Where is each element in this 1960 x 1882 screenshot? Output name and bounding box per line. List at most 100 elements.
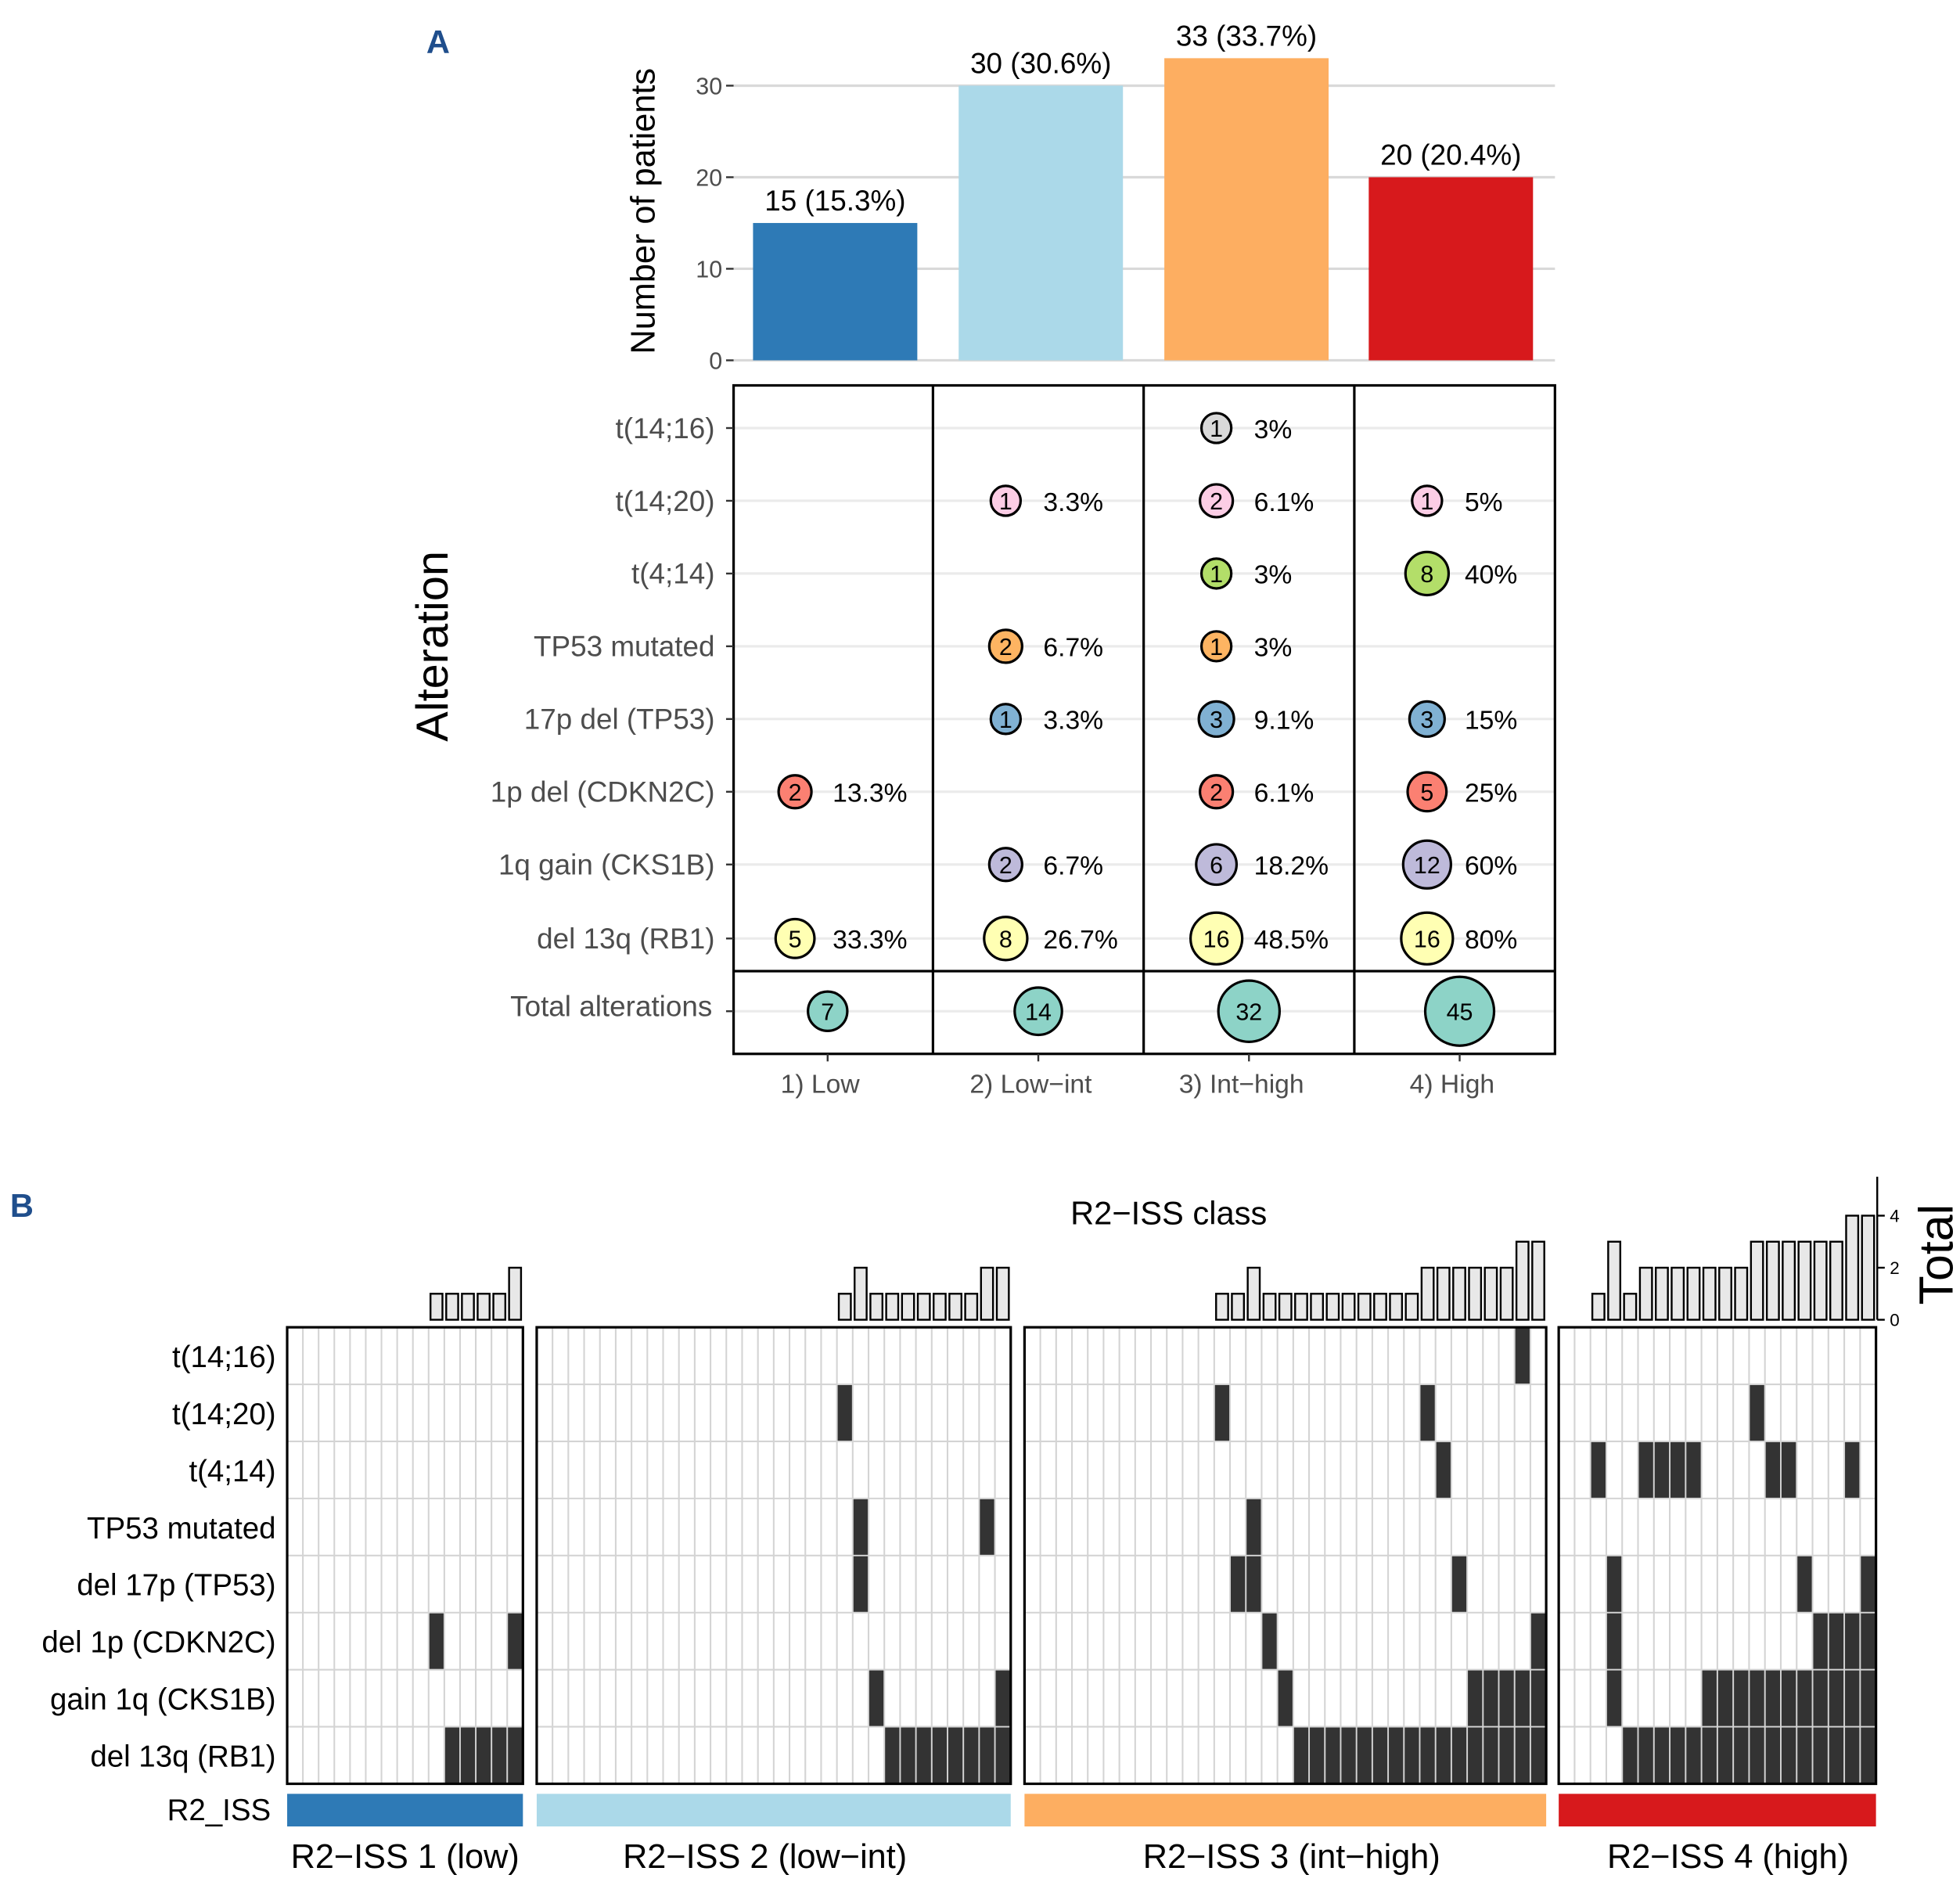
bubble-count: 8 bbox=[1420, 561, 1433, 588]
altered-cell bbox=[1813, 1613, 1828, 1669]
bubble: 5 25% bbox=[1406, 771, 1517, 813]
group-block: R2−ISS 2 (low−int) bbox=[535, 1266, 1012, 1876]
total-bar bbox=[1686, 1266, 1701, 1321]
altered-cell bbox=[1278, 1670, 1293, 1726]
total-bar bbox=[916, 1293, 931, 1321]
bubble-count: 3 bbox=[1420, 707, 1433, 733]
bubble: 8 26.7% bbox=[983, 916, 1118, 962]
altered-cell bbox=[1606, 1556, 1622, 1612]
bubble-percent: 40% bbox=[1465, 561, 1517, 590]
altered-cell bbox=[1530, 1670, 1546, 1726]
altered-cell bbox=[460, 1727, 476, 1783]
bubble: 2 6.7% bbox=[987, 628, 1103, 664]
bubble: 16 48.5% bbox=[1189, 911, 1329, 966]
row-label: t(4;14) bbox=[189, 1455, 275, 1488]
bubble: 12 60% bbox=[1401, 839, 1517, 890]
altered-cell bbox=[1781, 1441, 1796, 1498]
altered-cell bbox=[1623, 1727, 1638, 1783]
bubble-count: 1 bbox=[999, 488, 1012, 515]
altered-cell bbox=[1654, 1727, 1670, 1783]
bubble-circle bbox=[1411, 484, 1444, 517]
y-tick-label: 0 bbox=[709, 348, 722, 375]
row-label: del 1p (CDKN2C) bbox=[41, 1626, 275, 1660]
total-bubble-circle bbox=[1423, 975, 1496, 1047]
altered-cell bbox=[1845, 1441, 1860, 1498]
bubble-circle bbox=[1406, 771, 1448, 813]
altered-cell bbox=[1468, 1727, 1483, 1783]
row-label: t(14;20) bbox=[172, 1398, 276, 1431]
altered-cell bbox=[1734, 1670, 1749, 1726]
altered-cell bbox=[932, 1727, 948, 1783]
total-bar bbox=[964, 1293, 979, 1321]
group-block: R2−ISS 4 (high) bbox=[1557, 1214, 1878, 1876]
bubble-percent: 3.3% bbox=[1043, 707, 1103, 736]
bubble-circle bbox=[1199, 630, 1233, 663]
altered-cell bbox=[916, 1727, 931, 1783]
altered-cell bbox=[1483, 1727, 1498, 1783]
r2-iss-annotation-bar bbox=[536, 1794, 1011, 1826]
total-bar bbox=[980, 1266, 994, 1321]
panel-b-label: B bbox=[10, 1187, 34, 1224]
bubble-circle bbox=[1199, 774, 1235, 810]
bubble-circle bbox=[1199, 483, 1235, 519]
total-bar bbox=[1294, 1293, 1308, 1321]
altered-cell bbox=[1845, 1727, 1860, 1783]
altered-cell bbox=[1829, 1613, 1844, 1669]
total-row-label: Total alterations bbox=[510, 991, 712, 1023]
row-label: TP53 mutated bbox=[87, 1512, 276, 1546]
total-bar bbox=[1734, 1266, 1749, 1321]
bubble-percent: 15% bbox=[1465, 707, 1517, 736]
altered-cell bbox=[1389, 1727, 1404, 1783]
bubble: 2 6.1% bbox=[1199, 483, 1314, 519]
total-bubble-count: 14 bbox=[1025, 999, 1052, 1025]
altered-cell bbox=[1591, 1441, 1606, 1498]
altered-cell bbox=[1829, 1670, 1844, 1726]
altered-cell bbox=[901, 1727, 915, 1783]
annotation-label: R2_ISS bbox=[167, 1794, 272, 1827]
bar-data-label: 15 (15.3%) bbox=[764, 185, 905, 217]
total-bar bbox=[1591, 1293, 1606, 1321]
row-label: t(4;14) bbox=[631, 558, 715, 590]
altered-cell bbox=[1717, 1670, 1733, 1726]
x-tick-label: 1) Low bbox=[781, 1070, 861, 1099]
bubble: 2 13.3% bbox=[777, 774, 908, 810]
altered-cell bbox=[1750, 1385, 1764, 1441]
altered-cell bbox=[508, 1727, 523, 1783]
altered-cell bbox=[1861, 1556, 1875, 1612]
altered-cell bbox=[1638, 1727, 1653, 1783]
bubble-circle bbox=[983, 916, 1029, 962]
altered-cell bbox=[429, 1613, 444, 1669]
bubble-circle bbox=[1199, 557, 1233, 590]
total-bar bbox=[1420, 1266, 1435, 1321]
total-bar bbox=[1782, 1240, 1796, 1321]
altered-cell bbox=[1357, 1727, 1372, 1783]
altered-cell bbox=[1781, 1670, 1796, 1726]
total-bar bbox=[1483, 1266, 1498, 1321]
total-bar bbox=[1531, 1240, 1545, 1321]
bubble-count: 5 bbox=[1420, 779, 1433, 806]
bubble-count: 16 bbox=[1203, 927, 1230, 953]
bubble-circle bbox=[1400, 911, 1455, 966]
total-bar bbox=[901, 1293, 915, 1321]
bar bbox=[1368, 177, 1534, 361]
altered-cell bbox=[1325, 1727, 1340, 1783]
total-axis-tick-label: 2 bbox=[1890, 1258, 1899, 1278]
altered-cell bbox=[1420, 1385, 1435, 1441]
bubble-count: 2 bbox=[789, 779, 802, 806]
y-tick-label: 10 bbox=[696, 257, 722, 283]
bar bbox=[1164, 58, 1329, 361]
row-label: del 13q (RB1) bbox=[90, 1740, 275, 1773]
bubble: 5 33.3% bbox=[774, 917, 908, 959]
row-label: t(14;16) bbox=[172, 1340, 276, 1374]
altered-cell bbox=[853, 1499, 869, 1555]
bubble-count: 16 bbox=[1414, 927, 1440, 953]
bubble: 3 9.1% bbox=[1197, 700, 1314, 738]
altered-cell bbox=[1246, 1556, 1261, 1612]
group-block: R2−ISS 3 (int−high) bbox=[1023, 1240, 1548, 1876]
altered-cell bbox=[1861, 1727, 1875, 1783]
altered-cell bbox=[837, 1385, 852, 1441]
bubble-circle bbox=[1199, 412, 1233, 444]
bar-data-label: 33 (33.7%) bbox=[1176, 20, 1317, 52]
altered-cell bbox=[1765, 1727, 1781, 1783]
